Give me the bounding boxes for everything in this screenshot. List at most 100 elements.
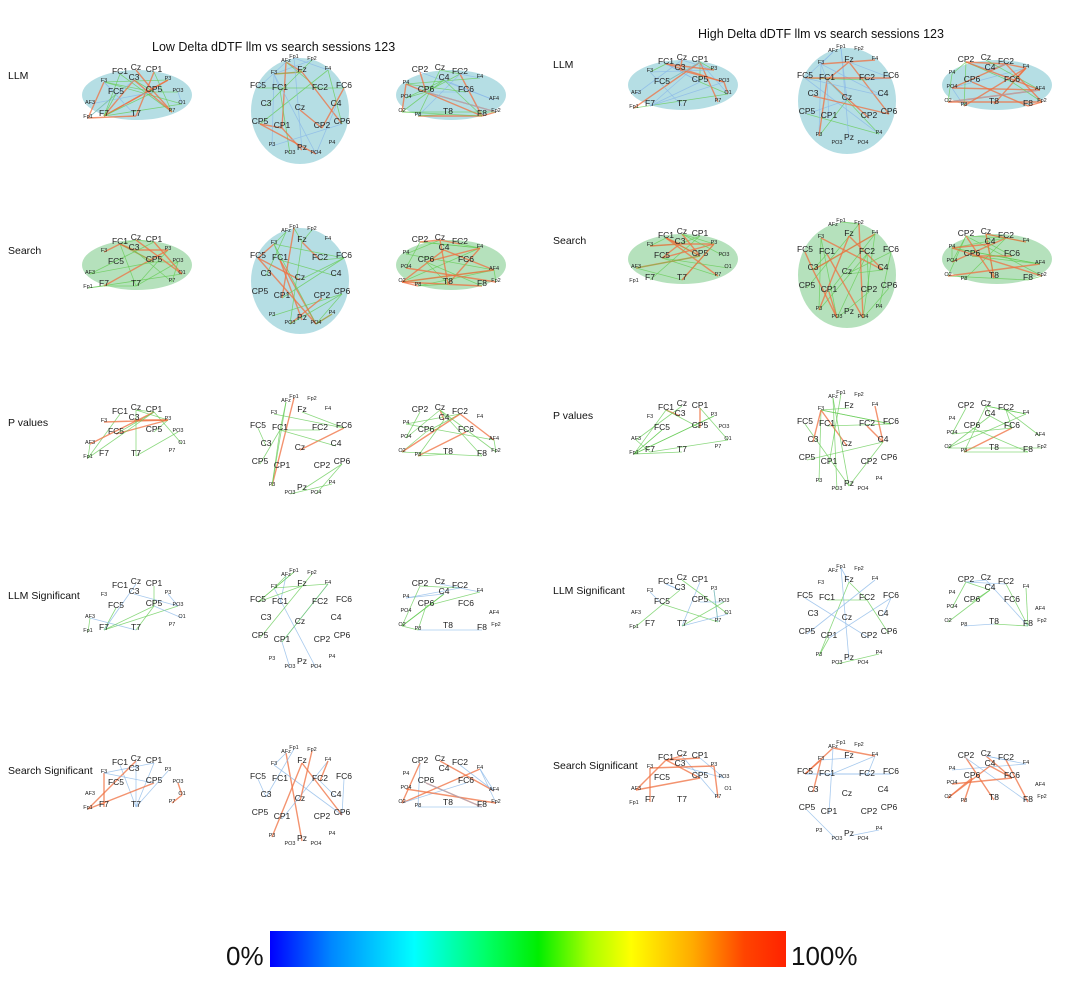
- electrode-label-cp2: CP2: [314, 634, 331, 644]
- electrode-label-af3: AF3: [631, 786, 641, 792]
- electrode-label-c4: C4: [985, 408, 996, 418]
- electrode-label-fp1: Fp1: [289, 568, 298, 574]
- electrode-label-t7: T7: [677, 272, 687, 282]
- electrode-label-f4: F4: [1023, 584, 1029, 590]
- electrode-label-o1: O1: [724, 90, 731, 96]
- connectivity-edge: [858, 223, 864, 319]
- electrode-label-cp6: CP6: [418, 424, 435, 434]
- electrode-label-po3: PO3: [172, 428, 183, 434]
- connectivity-edge: [846, 269, 884, 275]
- electrode-label-p4: P4: [403, 420, 410, 426]
- connectivity-edge: [818, 63, 822, 137]
- electrode-label-po3: PO3: [718, 598, 729, 604]
- electrode-label-f3: F3: [101, 78, 107, 84]
- connectivity-edge: [171, 794, 183, 804]
- figure-title-high-delta: High Delta dDTF llm vs search sessions 1…: [698, 27, 944, 41]
- electrode-label-f8: F8: [477, 278, 487, 288]
- electrode-label-af3: AF3: [631, 610, 641, 616]
- connectivity-edge: [679, 69, 725, 83]
- electrode-label-fc1: FC1: [112, 580, 128, 590]
- connectivity-edge: [273, 231, 287, 245]
- connectivity-edge: [289, 297, 323, 325]
- electrode-label-fc1: FC1: [272, 422, 288, 432]
- electrode-label-p4: P4: [876, 130, 883, 136]
- electrode-label-fc5: FC5: [654, 772, 670, 782]
- connectivity-edge: [649, 71, 683, 107]
- electrode-label-fz: Fz: [844, 574, 853, 584]
- connectivity-edge: [840, 567, 850, 661]
- connectivity-edge: [259, 429, 281, 465]
- connectivity-edge: [681, 579, 729, 615]
- electrode-label-cp5: CP5: [799, 280, 816, 290]
- connectivity-edge: [681, 59, 715, 71]
- electrode-label-fp1: Fp1: [83, 628, 92, 634]
- connectivity-edge: [1005, 409, 1041, 437]
- electrode-label-af4: AF4: [1035, 260, 1045, 266]
- connectivity-edge: [289, 293, 343, 325]
- connectivity-edge: [1005, 409, 1013, 429]
- electrode-label-cz: Cz: [131, 402, 141, 412]
- electrode-label-fp2: Fp2: [307, 570, 316, 576]
- connectivity-edge: [804, 77, 884, 97]
- electrode-label-cp5: CP5: [146, 775, 163, 785]
- connectivity-edge: [965, 61, 1041, 91]
- connectivity-edge: [279, 429, 337, 447]
- connectivity-edge: [89, 617, 137, 631]
- electrode-label-c3: C3: [261, 98, 272, 108]
- electrode-label-f3: F3: [818, 406, 824, 412]
- electrode-label-fc6: FC6: [1004, 74, 1020, 84]
- electrode-label-cp1: CP1: [274, 290, 291, 300]
- electrode-label-c4: C4: [878, 262, 889, 272]
- connectivity-edge: [281, 641, 291, 669]
- connectivity-edge: [439, 760, 495, 792]
- electrode-label-t8: T8: [989, 792, 999, 802]
- connectivity-edge: [299, 750, 313, 802]
- electrode-label-fc6: FC6: [883, 244, 899, 254]
- electrode-label-fc2: FC2: [452, 66, 468, 76]
- electrode-label-po4: PO4: [310, 664, 321, 670]
- connectivity-edge: [259, 123, 317, 155]
- electrode-label-f3: F3: [271, 240, 277, 246]
- electrode-label-fc6: FC6: [336, 771, 352, 781]
- connectivity-edge: [417, 431, 467, 457]
- electrode-label-p4: P4: [329, 140, 336, 146]
- electrode-label-p4: P4: [403, 771, 410, 777]
- connectivity-edge: [665, 63, 715, 71]
- electrode-label-f4: F4: [477, 244, 483, 250]
- electrode-label-p7: P7: [715, 272, 722, 278]
- electrode-label-p3: P3: [816, 132, 823, 138]
- electrode-label-cz: Cz: [981, 398, 991, 408]
- electrode-label-fc1: FC1: [272, 82, 288, 92]
- connectivity-edge: [87, 617, 91, 633]
- connectivity-edge: [818, 79, 828, 137]
- electrode-label-cp1: CP1: [692, 750, 709, 760]
- connectivity-edge: [401, 249, 445, 283]
- electrode-label-fc6: FC6: [883, 590, 899, 600]
- connectivity-edge: [443, 249, 495, 271]
- electrode-label-p8: P8: [961, 276, 968, 282]
- electrode-label-po4: PO4: [310, 320, 321, 326]
- head-outline: [798, 48, 896, 154]
- connectivity-edge: [848, 235, 884, 271]
- connectivity-edge: [479, 768, 495, 792]
- connectivity-edge: [285, 752, 303, 842]
- electrode-label-fc5: FC5: [250, 420, 266, 430]
- electrode-label-fz: Fz: [297, 234, 306, 244]
- head-outline: [251, 58, 349, 164]
- connectivity-edge: [257, 257, 301, 281]
- electrode-label-f4: F4: [325, 580, 331, 586]
- electrode-label-po3: PO3: [284, 150, 295, 156]
- electrode-label-p4: P4: [876, 650, 883, 656]
- electrode-label-fc5: FC5: [797, 70, 813, 80]
- connectivity-edge: [951, 61, 967, 75]
- connectivity-edge: [493, 269, 497, 283]
- electrode-label-afz: AFz: [828, 48, 838, 54]
- connectivity-edge: [401, 451, 483, 457]
- row-label-pvalues-low: P values: [8, 417, 49, 429]
- electrode-label-cp6: CP6: [964, 248, 981, 258]
- electrode-label-cp6: CP6: [418, 775, 435, 785]
